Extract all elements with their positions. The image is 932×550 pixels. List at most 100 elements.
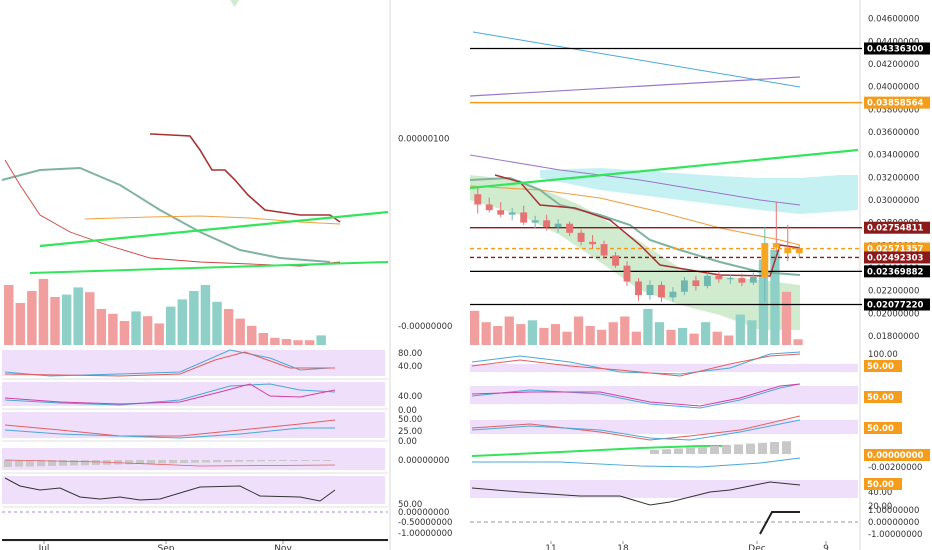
right-candle-body bbox=[795, 248, 803, 254]
right-volume-bar bbox=[643, 308, 653, 345]
right-indicator-badge bbox=[864, 391, 902, 403]
right-candle-body bbox=[749, 277, 757, 283]
right-candle-body bbox=[680, 280, 688, 292]
right-histogram-bar bbox=[650, 450, 659, 454]
left-histogram-bar bbox=[246, 460, 254, 462]
left-histogram-bar bbox=[191, 460, 199, 463]
right-level-badge bbox=[864, 42, 930, 55]
right-ichimoku-cloud bbox=[470, 175, 800, 330]
right-trendline bbox=[469, 148, 859, 190]
left-osc3-blue bbox=[4, 427, 335, 439]
right-histogram-bar bbox=[770, 442, 779, 454]
right-candle-body bbox=[543, 220, 551, 228]
right-volume-bar bbox=[770, 250, 780, 345]
left-histogram-bar bbox=[235, 460, 243, 462]
left-indicator-band bbox=[2, 412, 385, 438]
left-osc3-red bbox=[4, 419, 336, 437]
right-indicator-badge-label: 50.00 bbox=[867, 362, 894, 372]
left-volume-bar bbox=[281, 339, 292, 345]
right-level-badge bbox=[864, 96, 930, 109]
right-level-label: 0.02754811 bbox=[867, 224, 924, 234]
right-x-tick-label: 18 bbox=[617, 544, 629, 550]
right-y-tick-label: 0.03000000 bbox=[868, 196, 919, 206]
right-volume-bar bbox=[654, 322, 665, 345]
right-candle-body bbox=[623, 265, 631, 282]
left-trendline-lower bbox=[29, 261, 389, 274]
left-indicator-tick: 50.00 bbox=[398, 500, 422, 510]
right-osc2-blue bbox=[471, 383, 801, 409]
right-histogram-bar bbox=[698, 446, 707, 454]
left-rsi-line bbox=[4, 477, 336, 502]
right-indicator-badge-label: 50.00 bbox=[867, 480, 894, 490]
right-volume-bar bbox=[527, 320, 537, 345]
left-volume-bar bbox=[50, 297, 60, 345]
right-level-badge bbox=[864, 298, 930, 311]
right-candle-body bbox=[577, 232, 585, 242]
left-volume-bar bbox=[154, 323, 164, 345]
right-hist-blue bbox=[472, 457, 801, 468]
left-histogram-bar bbox=[312, 460, 320, 461]
right-level-label: 0.02369882 bbox=[867, 267, 924, 277]
right-candle-body bbox=[566, 223, 574, 233]
right-volume-bar bbox=[793, 339, 803, 345]
right-level-label: 0.02077220 bbox=[867, 301, 924, 311]
right-volume-bar bbox=[516, 324, 526, 345]
right-candle-body bbox=[761, 243, 769, 277]
right-histogram-bar bbox=[722, 445, 731, 454]
right-candle-body bbox=[520, 212, 528, 223]
right-candle-body bbox=[726, 278, 734, 280]
left-indicator-tick: 0.00 bbox=[398, 406, 417, 416]
right-volume-bar bbox=[620, 316, 630, 345]
right-volume-bar bbox=[758, 259, 769, 345]
right-volume-bar bbox=[747, 320, 757, 345]
right-y-tick-label: 0.03800000 bbox=[868, 105, 919, 115]
right-volume-bar bbox=[701, 322, 711, 345]
left-histogram-bar bbox=[59, 460, 67, 466]
left-volume-bar bbox=[247, 325, 257, 345]
right-indicator-band bbox=[470, 480, 858, 498]
left-volume-bar bbox=[119, 321, 130, 345]
right-indicator-tick: 100.00 bbox=[868, 350, 898, 360]
right-signal-line bbox=[759, 511, 800, 535]
right-ma-purple-top bbox=[469, 76, 801, 97]
right-indicator-badge bbox=[864, 422, 902, 434]
left-volume-bar bbox=[85, 292, 95, 345]
left-histogram-bar bbox=[268, 460, 276, 461]
right-candle-body bbox=[508, 212, 516, 215]
right-indicator-tick: -0.00200000 bbox=[868, 463, 922, 473]
left-volume-bar bbox=[304, 340, 315, 345]
right-volume-bar bbox=[481, 322, 491, 345]
right-candle-body bbox=[600, 244, 608, 256]
right-rsi-line bbox=[471, 481, 801, 506]
left-histogram-bar bbox=[125, 460, 133, 465]
right-y-tick-label: 0.03200000 bbox=[868, 173, 919, 183]
left-volume-bar bbox=[27, 291, 37, 345]
left-indicator-tick: -0.50000000 bbox=[398, 518, 452, 528]
right-indicator-band bbox=[470, 364, 858, 372]
left-indicator-tick: 80.00 bbox=[398, 349, 422, 359]
right-histogram-bar bbox=[674, 448, 683, 454]
right-indicator-tick: 0.00000000 bbox=[868, 518, 919, 528]
left-indicator-tick: 0.00000000 bbox=[398, 456, 449, 466]
right-candle-body bbox=[612, 255, 619, 266]
right-candle-body bbox=[692, 280, 700, 287]
left-volume-bar bbox=[258, 333, 269, 345]
left-histogram-bar bbox=[169, 460, 177, 464]
left-indicator-tick: 40.00 bbox=[398, 362, 422, 372]
right-indicator-band bbox=[470, 420, 858, 434]
left-histogram-bar bbox=[26, 460, 34, 467]
right-indicator-badge-label: 50.00 bbox=[867, 424, 894, 434]
right-indicator-tick: 40.00 bbox=[868, 488, 892, 498]
right-level-badge bbox=[864, 265, 930, 278]
left-histogram-bar bbox=[257, 460, 265, 462]
right-candle-body bbox=[474, 194, 482, 205]
left-volume-bar bbox=[316, 335, 326, 345]
right-volume-bar bbox=[781, 291, 792, 345]
left-volume-bar bbox=[189, 291, 199, 345]
right-x-tick-label: 11 bbox=[545, 544, 556, 550]
right-volume-bar bbox=[504, 316, 514, 345]
right-stoch-red bbox=[471, 353, 801, 377]
left-trendline-upper bbox=[39, 210, 389, 248]
left-hist-line bbox=[4, 459, 336, 467]
